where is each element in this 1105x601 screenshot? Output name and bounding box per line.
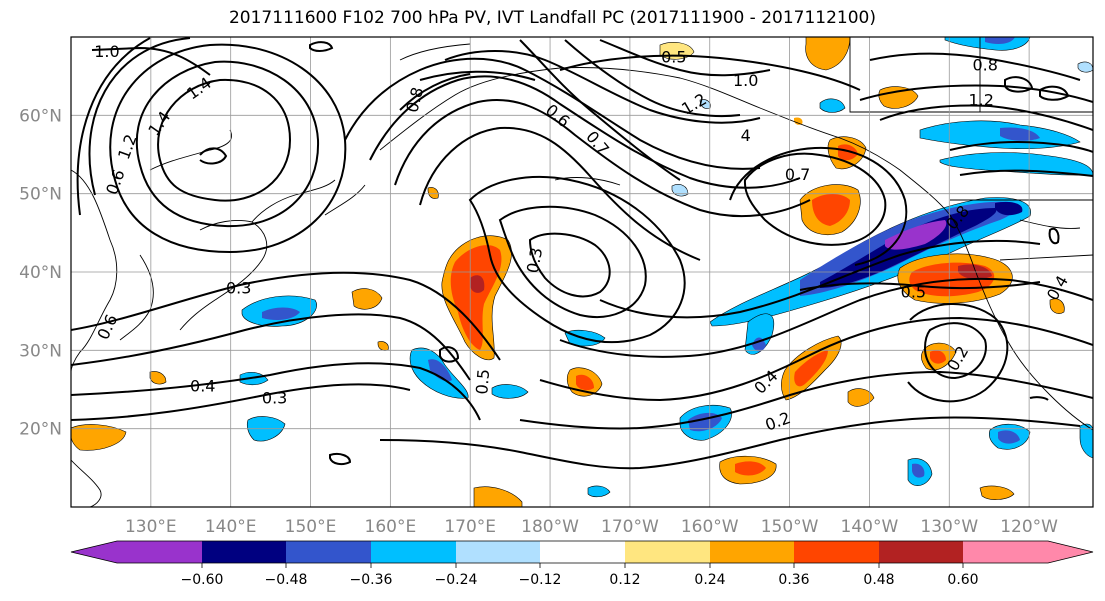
contour-label-text: 1.2 xyxy=(968,91,993,110)
lon-tick-label: 140°W xyxy=(841,517,899,537)
lat-tick-label: 50°N xyxy=(19,185,62,205)
contour-label-text: 0.5 xyxy=(661,48,686,67)
colorbar-segment xyxy=(710,541,794,563)
colorbar-tick-label: −0.48 xyxy=(265,572,308,588)
contour-label-text: 0.8 xyxy=(972,55,997,74)
contour-label-text: 0.3 xyxy=(262,388,287,407)
contour-label-text: 1.0 xyxy=(94,42,119,61)
lon-tick-label: 130°E xyxy=(125,517,177,537)
map-panel: 1.01.41.41.20.80.50.60.71.21.00.81.20.70… xyxy=(70,36,1094,508)
contour-label-text: 0.3 xyxy=(226,279,251,298)
colorbar-tick-label: 0.36 xyxy=(778,572,809,588)
colorbar-segment xyxy=(625,541,710,563)
colorbar-tick-label: −0.12 xyxy=(519,572,562,588)
latitude-axis: 20°N 30°N 40°N 50°N 60°N xyxy=(19,106,62,439)
contour-label: 0.5 xyxy=(472,368,493,395)
colorbar-tick-label: 0.12 xyxy=(609,572,640,588)
colorbar-segment xyxy=(963,541,1048,563)
lon-tick-label: 180°W xyxy=(521,517,579,537)
longitude-axis: 130°E 140°E 150°E 160°E 170°E 180°W 170°W 160°W… xyxy=(125,517,1058,537)
colorbar-tick-label: 0.24 xyxy=(694,572,725,588)
lon-tick-label: 170°W xyxy=(601,517,659,537)
contour-label-text: 0.5 xyxy=(472,368,493,395)
contour-label: 1.0 xyxy=(733,71,758,90)
contour-label-text: 0.7 xyxy=(785,165,810,184)
lon-tick-label: 140°E xyxy=(205,517,257,537)
colorbar-segment xyxy=(117,541,202,563)
colorbar-tick-label: −0.60 xyxy=(181,572,224,588)
colorbar-extend-max xyxy=(1048,541,1093,563)
contour-label: 0.5 xyxy=(661,48,686,67)
colorbar-tick-label: 0.48 xyxy=(863,572,894,588)
lat-tick-label: 20°N xyxy=(19,420,62,440)
colorbar-outline xyxy=(70,540,1094,564)
contour-label: 4 xyxy=(741,126,751,145)
contour-label-text: 4 xyxy=(741,126,751,145)
lat-tick-label: 30°N xyxy=(19,341,62,361)
lat-tick-label: 40°N xyxy=(19,263,62,283)
lon-tick-label: 170°E xyxy=(444,517,496,537)
coastlines xyxy=(71,37,1093,507)
lon-tick-label: 160°E xyxy=(365,517,417,537)
colorbar: −0.60 −0.48 −0.36 −0.24 −0.12 0.12 0.24 0.36 0.4… xyxy=(70,540,1094,588)
colorbar-segment xyxy=(879,541,963,563)
contour-label: 0.3 xyxy=(226,279,251,298)
figure-title: 2017111600 F102 700 hPa PV, IVT Landfall… xyxy=(228,8,876,28)
contour-label: 0.3 xyxy=(523,246,546,274)
contour-label: 0.4 xyxy=(190,377,215,396)
lon-tick-label: 130°W xyxy=(920,517,978,537)
contour-label-text: 0.4 xyxy=(190,377,215,396)
shaded-field: 1.01.41.41.20.80.50.60.71.21.00.81.20.70… xyxy=(71,37,1093,507)
colorbar-segment xyxy=(286,541,371,563)
lon-tick-label: 120°W xyxy=(1000,517,1058,537)
contour-label: 0.3 xyxy=(262,388,287,407)
colorbar-segment xyxy=(794,541,879,563)
contour-label: 0.5 xyxy=(901,283,926,302)
contour-label-text: 1.0 xyxy=(733,71,758,90)
contour-label: 1.2 xyxy=(968,91,993,110)
contour-label-text: 0.3 xyxy=(523,246,546,274)
contour-label: 1.0 xyxy=(94,42,119,61)
lon-tick-label: 150°E xyxy=(285,517,337,537)
colorbar-extend-min xyxy=(71,541,117,563)
contour-label: 0.7 xyxy=(785,165,810,184)
lat-tick-label: 60°N xyxy=(19,106,62,126)
contour-labels: 1.01.41.41.20.80.50.60.71.21.00.81.20.70… xyxy=(93,42,1072,434)
colorbar-segment xyxy=(371,541,456,563)
pv-contours xyxy=(71,37,1093,470)
map-frame xyxy=(70,36,1094,508)
colorbar-tick-label: −0.36 xyxy=(350,572,393,588)
contour-label: 0.8 xyxy=(972,55,997,74)
lon-tick-label: 160°W xyxy=(681,517,739,537)
lon-tick-label: 150°W xyxy=(761,517,819,537)
colorbar-segment xyxy=(202,541,286,563)
colorbar-tick-label: 0.60 xyxy=(947,572,978,588)
colorbar-segment xyxy=(456,541,540,563)
contour-label-text: 0.5 xyxy=(901,283,926,302)
colorbar-tick-label: −0.24 xyxy=(435,572,478,588)
colorbar-segment xyxy=(540,541,625,563)
